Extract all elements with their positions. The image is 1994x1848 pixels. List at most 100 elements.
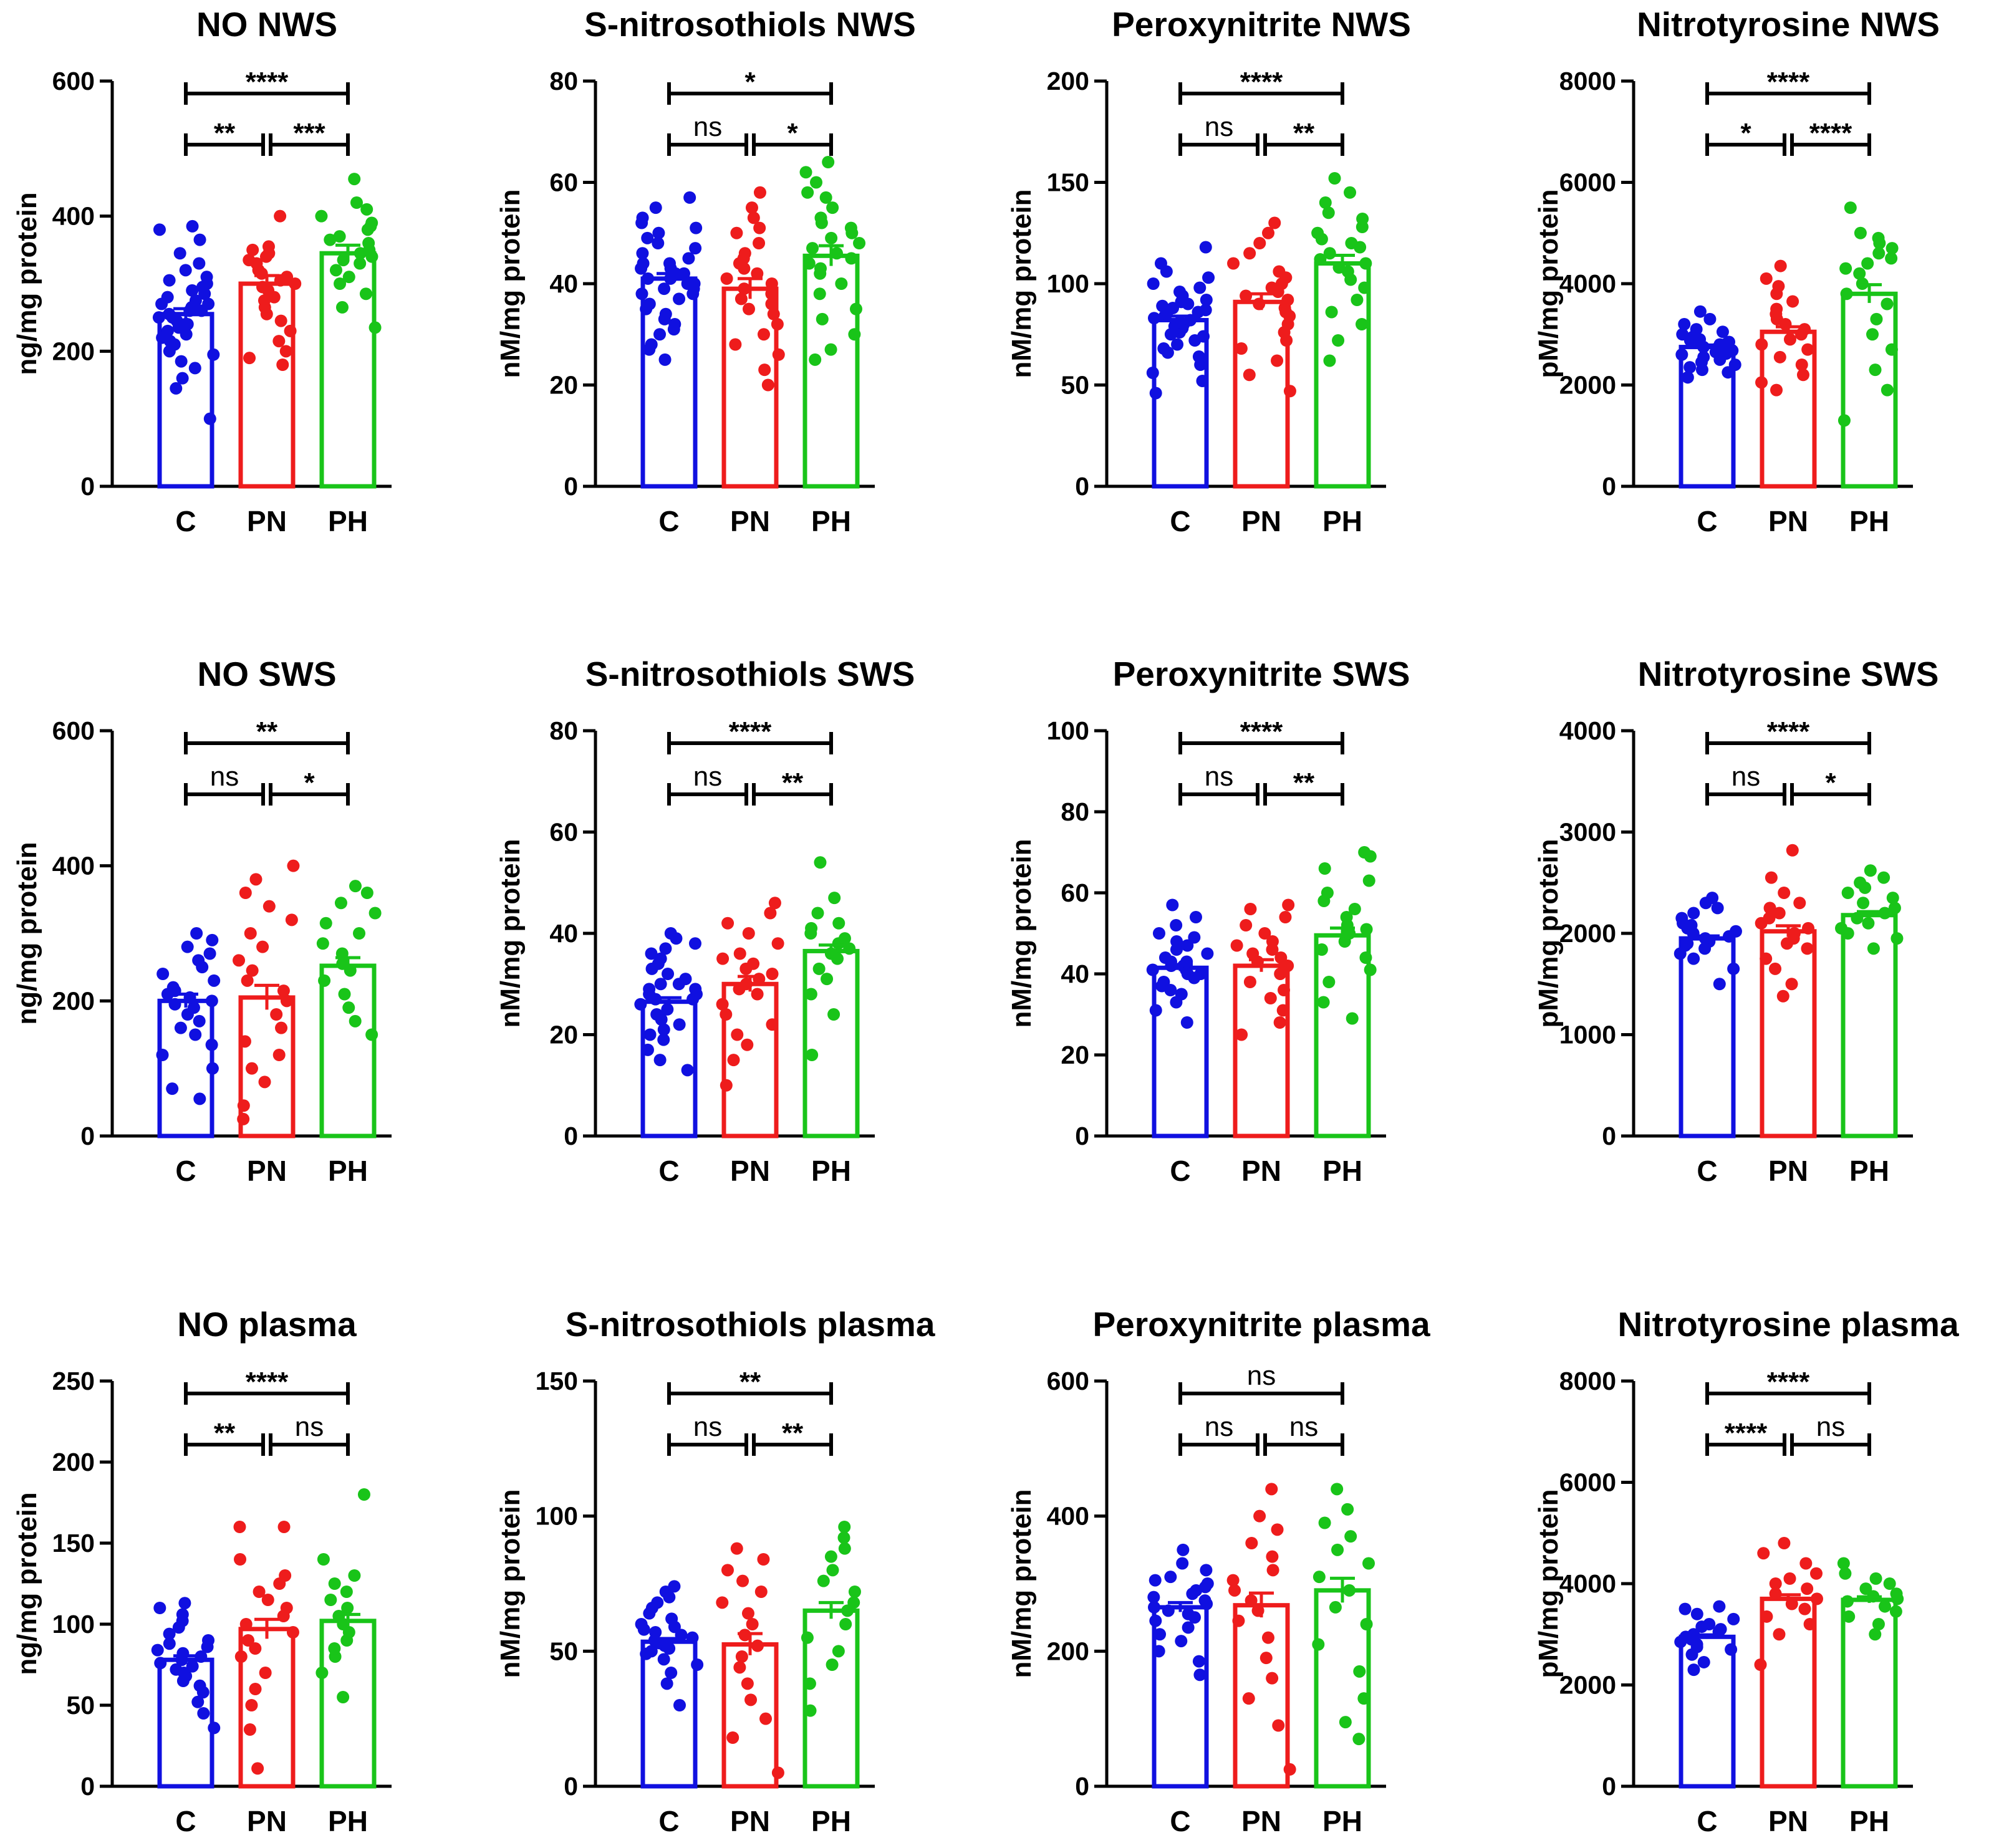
- data-point: [1697, 1655, 1710, 1668]
- data-point: [1675, 912, 1688, 925]
- data-point: [276, 359, 289, 371]
- y-tick-label: 100: [1047, 269, 1089, 298]
- data-point: [340, 1586, 353, 1598]
- data-point: [1778, 887, 1791, 899]
- y-tick-label: 1000: [1559, 1021, 1616, 1049]
- data-point: [1878, 907, 1891, 920]
- data-point: [1728, 359, 1741, 371]
- data-point: [237, 1112, 250, 1125]
- y-tick-label: 4000: [1559, 716, 1616, 745]
- data-point: [668, 1580, 681, 1593]
- data-point: [844, 221, 857, 234]
- y-tick-label: 80: [1061, 797, 1089, 826]
- data-point: [245, 1699, 258, 1711]
- data-point: [233, 1521, 246, 1533]
- data-point: [1687, 952, 1700, 965]
- data-point: [848, 1586, 861, 1598]
- y-tick-label: 400: [52, 852, 95, 880]
- data-point: [279, 345, 292, 358]
- data-point: [262, 900, 276, 913]
- data-point: [1273, 265, 1286, 278]
- data-point: [691, 1658, 704, 1671]
- data-point: [847, 1596, 860, 1609]
- data-point: [234, 1650, 248, 1663]
- data-point: [170, 1663, 183, 1676]
- data-point: [753, 973, 766, 986]
- data-point: [1769, 962, 1782, 975]
- data-point: [766, 968, 779, 980]
- significance-label: ns: [1732, 761, 1760, 792]
- y-tick-label: 400: [1047, 1502, 1089, 1531]
- bar-c: [1679, 936, 1736, 1138]
- y-tick-label: 150: [52, 1529, 95, 1557]
- significance-label: ****: [1809, 118, 1852, 148]
- data-point: [1869, 363, 1882, 377]
- data-point: [207, 348, 220, 361]
- data-point: [738, 282, 751, 296]
- data-point: [659, 307, 672, 320]
- data-point: [253, 1586, 266, 1598]
- significance-label: *: [787, 118, 798, 148]
- data-point: [1798, 1602, 1811, 1615]
- data-point: [280, 994, 293, 1008]
- data-point: [1283, 1763, 1296, 1776]
- y-tick-label: 0: [1602, 472, 1616, 501]
- data-point: [1783, 1572, 1796, 1585]
- data-point: [1246, 947, 1259, 960]
- data-point: [1198, 1594, 1211, 1607]
- y-axis-label: nM/mg protein: [495, 189, 526, 378]
- data-point: [1180, 1016, 1193, 1029]
- data-point: [1278, 984, 1291, 996]
- data-point: [1870, 312, 1883, 325]
- data-point: [767, 307, 780, 320]
- y-tick-label: 8000: [1559, 67, 1616, 95]
- data-point: [1149, 387, 1162, 400]
- data-point: [1322, 206, 1335, 219]
- data-point: [1265, 281, 1278, 294]
- data-point: [801, 186, 814, 199]
- significance-label: ns: [693, 112, 722, 142]
- y-tick-label: 2000: [1559, 1671, 1616, 1700]
- data-point: [1192, 1655, 1205, 1668]
- y-tick-label: 20: [549, 371, 578, 400]
- data-point: [664, 927, 677, 940]
- x-category-label: C: [1170, 1805, 1190, 1837]
- data-point: [832, 1645, 845, 1658]
- data-point: [239, 887, 252, 899]
- data-point: [1149, 1614, 1162, 1627]
- data-point: [153, 1602, 166, 1614]
- data-point: [1362, 874, 1375, 887]
- chart-title: S-nitrosothiols plasma: [566, 1305, 935, 1344]
- significance-label: ****: [729, 716, 772, 747]
- data-point: [243, 1723, 256, 1736]
- data-point: [726, 1731, 739, 1744]
- x-category-label: C: [658, 1805, 679, 1837]
- data-point: [1776, 989, 1789, 1003]
- data-point: [826, 201, 839, 214]
- bar-pn: [1233, 1603, 1290, 1789]
- data-point: [1235, 1028, 1248, 1041]
- data-point: [1177, 1543, 1190, 1556]
- significance-label: ****: [246, 1367, 289, 1397]
- data-point: [1193, 1668, 1207, 1682]
- data-point: [205, 994, 218, 1008]
- data-point: [1889, 1605, 1902, 1618]
- data-point: [238, 1035, 251, 1048]
- data-point: [237, 1099, 250, 1112]
- data-point: [761, 378, 774, 392]
- data-point: [1877, 871, 1890, 884]
- data-point: [1358, 846, 1371, 859]
- data-point: [1773, 907, 1786, 920]
- data-point: [804, 1704, 817, 1717]
- data-point: [1687, 1628, 1700, 1641]
- data-point: [1332, 334, 1345, 347]
- data-point: [751, 267, 764, 280]
- y-axis-label: nM/mg protein: [1006, 1489, 1037, 1678]
- data-point: [189, 294, 202, 307]
- data-point: [1343, 1584, 1356, 1597]
- data-point: [1321, 887, 1334, 899]
- data-point: [1283, 385, 1296, 398]
- data-point: [1801, 1582, 1814, 1595]
- data-point: [1322, 976, 1336, 988]
- data-point: [1200, 1564, 1213, 1577]
